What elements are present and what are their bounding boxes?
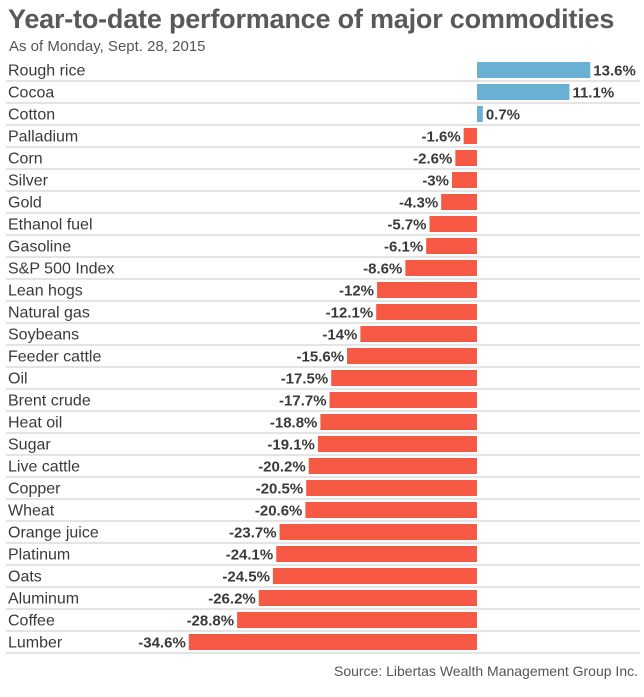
- value-label-palladium: -1.6%: [421, 129, 460, 146]
- chart-subtitle: As of Monday, Sept. 28, 2015: [9, 38, 206, 55]
- value-label-platinum: -24.1%: [226, 547, 274, 564]
- bar-lumber: [188, 634, 478, 650]
- source-note: Source: Libertas Wealth Management Group…: [333, 663, 638, 679]
- chart-title: Year-to-date performance of major commod…: [8, 4, 615, 34]
- value-label-natural-gas: -12.1%: [326, 305, 374, 322]
- bar-oil: [331, 370, 477, 386]
- bar-rough-rice: [477, 62, 591, 78]
- category-label-aluminum: Aluminum: [8, 591, 79, 608]
- value-label-heat-oil: -18.8%: [270, 415, 318, 432]
- category-label-platinum: Platinum: [8, 547, 70, 564]
- category-label-s-p-500-index: S&P 500 Index: [8, 261, 114, 278]
- category-label-rough-rice: Rough rice: [8, 63, 85, 80]
- category-label-gold: Gold: [8, 195, 42, 212]
- value-label-s-p-500-index: -8.6%: [363, 261, 402, 278]
- bar-wheat: [305, 502, 477, 518]
- value-label-brent-crude: -17.7%: [279, 393, 327, 410]
- category-label-coffee: Coffee: [8, 613, 55, 630]
- category-label-oil: Oil: [8, 371, 28, 388]
- value-label-soybeans: -14%: [322, 327, 357, 344]
- value-label-gold: -4.3%: [399, 195, 438, 212]
- value-label-rough-rice: 13.6%: [593, 63, 636, 80]
- category-label-heat-oil: Heat oil: [8, 415, 62, 432]
- category-label-live-cattle: Live cattle: [8, 459, 80, 476]
- value-label-ethanol-fuel: -5.7%: [387, 217, 426, 234]
- value-label-live-cattle: -20.2%: [258, 459, 306, 476]
- category-label-palladium: Palladium: [8, 129, 78, 146]
- category-label-soybeans: Soybeans: [8, 327, 79, 344]
- value-label-oats: -24.5%: [222, 569, 270, 586]
- value-label-corn: -2.6%: [413, 151, 452, 168]
- category-label-wheat: Wheat: [8, 503, 55, 520]
- bar-ethanol-fuel: [429, 216, 477, 232]
- category-label-orange-juice: Orange juice: [8, 525, 99, 542]
- value-label-cocoa: 11.1%: [572, 85, 614, 102]
- bar-platinum: [276, 546, 477, 562]
- bar-copper: [306, 480, 477, 496]
- bar-cotton: [477, 106, 483, 122]
- category-label-feeder-cattle: Feeder cattle: [8, 349, 101, 366]
- bar-gasoline: [426, 238, 477, 254]
- bar-gold: [441, 194, 477, 210]
- value-label-cotton: 0.7%: [486, 107, 520, 124]
- value-label-coffee: -28.8%: [187, 613, 235, 630]
- value-label-aluminum: -26.2%: [208, 591, 256, 608]
- bar-lean-hogs: [377, 282, 477, 298]
- value-label-lean-hogs: -12%: [339, 283, 374, 300]
- bar-aluminum: [258, 590, 477, 606]
- bar-live-cattle: [308, 458, 477, 474]
- bar-natural-gas: [376, 304, 477, 320]
- category-label-corn: Corn: [8, 151, 43, 168]
- value-label-gasoline: -6.1%: [384, 239, 423, 256]
- category-label-copper: Copper: [8, 481, 61, 498]
- bar-feeder-cattle: [347, 348, 477, 364]
- bar-s-p-500-index: [405, 260, 477, 276]
- category-label-ethanol-fuel: Ethanol fuel: [8, 217, 93, 234]
- category-label-cotton: Cotton: [8, 107, 55, 124]
- category-label-oats: Oats: [8, 569, 42, 586]
- bar-sugar: [317, 436, 477, 452]
- bar-silver: [452, 172, 477, 188]
- bar-heat-oil: [320, 414, 477, 430]
- category-label-lumber: Lumber: [8, 635, 63, 652]
- value-label-orange-juice: -23.7%: [229, 525, 277, 542]
- value-label-feeder-cattle: -15.6%: [297, 349, 345, 366]
- bar-cocoa: [477, 84, 570, 100]
- bar-brent-crude: [329, 392, 477, 408]
- category-label-cocoa: Cocoa: [8, 85, 54, 102]
- bar-orange-juice: [279, 524, 477, 540]
- category-label-silver: Silver: [8, 173, 49, 190]
- value-label-oil: -17.5%: [281, 371, 329, 388]
- value-label-copper: -20.5%: [256, 481, 304, 498]
- category-label-sugar: Sugar: [8, 437, 51, 454]
- category-label-natural-gas: Natural gas: [8, 305, 90, 322]
- category-label-gasoline: Gasoline: [8, 239, 71, 256]
- value-label-silver: -3%: [422, 173, 449, 190]
- bar-soybeans: [360, 326, 477, 342]
- bar-oats: [272, 568, 477, 584]
- value-label-lumber: -34.6%: [138, 635, 186, 652]
- value-label-wheat: -20.6%: [255, 503, 303, 520]
- category-label-lean-hogs: Lean hogs: [8, 283, 83, 300]
- category-label-brent-crude: Brent crude: [8, 393, 91, 410]
- bar-palladium: [463, 128, 477, 144]
- bar-coffee: [237, 612, 477, 628]
- bar-corn: [455, 150, 477, 166]
- value-label-sugar: -19.1%: [267, 437, 315, 454]
